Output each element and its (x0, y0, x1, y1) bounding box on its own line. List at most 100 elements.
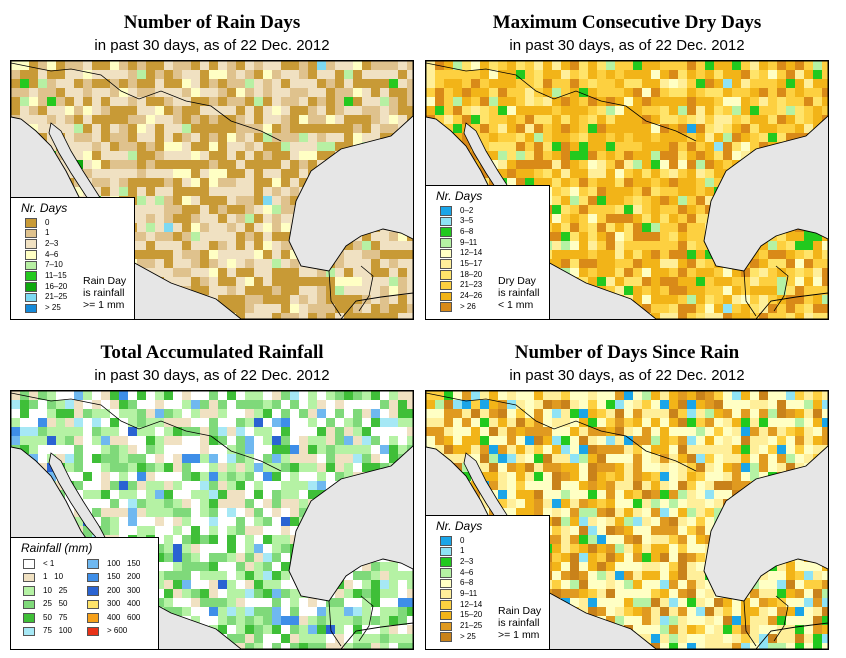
rain-days-map: Nr. Days 0 1 2–3 4–6 7–10 11–15 16–20 21–25 > 25… (10, 60, 414, 320)
legend-item: 9–11 (426, 588, 549, 599)
legend-item: 6–8 (426, 578, 549, 589)
legend-label: 300 400 (107, 599, 141, 608)
legend-swatch (440, 248, 452, 259)
panel-title: Maximum Consecutive Dry Days (492, 12, 762, 33)
legend-label: 21–23 (460, 280, 483, 290)
legend-item: 15–17 (426, 258, 549, 269)
national-border (773, 265, 789, 312)
legend-swatch (23, 626, 35, 636)
legend-swatch (25, 218, 37, 228)
legend-item: 0–2 (426, 205, 549, 216)
legend-swatch (23, 586, 35, 596)
legend-label: 1 (460, 546, 465, 556)
dry-days-map: Nr. Days 0–2 3–5 6–8 9–11 12–14 15–17 18–20 21–… (425, 60, 829, 320)
legend-title: Nr. Days (21, 201, 68, 215)
legend-swatch (440, 238, 452, 248)
legend-item: 12–14 (426, 248, 549, 259)
legend-rows: 0 1 2–3 4–6 6–8 9–11 12–14 15–20 21–25 > 25 (426, 535, 549, 642)
national-border (773, 595, 789, 642)
note-line: Dry Day (498, 275, 536, 287)
legend-swatch (87, 613, 99, 623)
legend-label: 2–3 (460, 556, 474, 566)
legend-item: 2–3 (11, 238, 134, 249)
legend-item: 21–23 (426, 280, 549, 291)
legend-label: > 26 (460, 301, 476, 311)
legend-note: Rain Day is rainfall >= 1 mm (83, 275, 126, 311)
legend-label: > 600 (107, 626, 128, 635)
legend-swatch (25, 303, 37, 313)
legend-title: Nr. Days (436, 189, 483, 203)
legend-label: 50 75 (43, 612, 68, 622)
legend-label: 11–15 (45, 270, 67, 280)
legend-swatch (87, 572, 99, 582)
legend-swatch (440, 610, 452, 621)
legend-label: 100 150 (107, 558, 141, 568)
coastline (11, 61, 413, 319)
note-line: is rainfall (498, 617, 540, 629)
legend-item: 0 (426, 535, 549, 546)
legend-label: 0–2 (460, 205, 474, 215)
legend-item: 12–14 (426, 599, 549, 610)
legend-swatch (440, 546, 452, 557)
legend-label: 0 (45, 217, 50, 227)
legend-swatch (87, 559, 99, 569)
national-border (426, 392, 697, 472)
legend-label: 7–10 (45, 260, 63, 270)
legend-swatch (440, 568, 452, 578)
legend: Nr. Days 0–2 3–5 6–8 9–11 12–14 15–17 18–20 21–… (426, 185, 550, 319)
legend-item: 1 (426, 546, 549, 557)
legend-label: 12–14 (460, 248, 483, 258)
legend-note: Rain Day is rainfall >= 1 mm (498, 605, 541, 641)
coastline (426, 391, 828, 649)
national-border (358, 595, 374, 642)
legend: Nr. Days 0 1 2–3 4–6 7–10 11–15 16–20 21–25 > 25… (11, 197, 135, 319)
legend-label: > 25 (45, 303, 61, 312)
legend-label: 16–20 (45, 281, 68, 291)
national-border (328, 600, 342, 647)
legend-swatch (25, 250, 37, 260)
legend-label: 150 200 (107, 572, 141, 581)
legend-item: 21–25 (11, 292, 134, 303)
legend-swatch (440, 270, 452, 280)
legend-swatch (25, 292, 37, 303)
legend-item: 9–11 (426, 237, 549, 248)
legend-label: 0 (460, 535, 465, 545)
legend-item: 11–15 (11, 270, 134, 281)
national-border (11, 62, 282, 142)
legend-label: 3–5 (460, 216, 474, 226)
legend-item: 15–20 (426, 610, 549, 621)
legend-swatch (440, 578, 452, 589)
coastline (426, 61, 828, 319)
coastline (11, 391, 413, 649)
legend-swatch (87, 586, 99, 596)
national-border (328, 270, 342, 317)
legend-label: 2–3 (45, 238, 59, 248)
panel-subtitle: in past 30 days, as of 22 Dec. 2012 (509, 367, 745, 384)
legend-swatch (440, 557, 452, 567)
legend-label: 75 100 (43, 626, 72, 635)
total-rainfall-map: Rainfall (mm) < 1 1 10 10 25 25 50 50 75 75 1… (10, 390, 414, 650)
national-border (743, 600, 757, 647)
legend-swatch (87, 626, 99, 636)
legend-label: 10 25 (43, 585, 68, 595)
legend-swatch (25, 228, 37, 239)
legend-label: 15–17 (460, 258, 483, 268)
legend-label: 12–14 (460, 599, 483, 609)
legend-item: 0 (11, 217, 134, 228)
panel-title: Number of Days Since Rain (514, 342, 740, 363)
national-border (11, 392, 282, 472)
legend-label: 200 300 (107, 585, 141, 595)
legend-item: > 26 (426, 301, 549, 312)
legend-label: 1 10 (43, 572, 64, 581)
legend-label: 15–20 (460, 610, 483, 620)
legend-item: 4–6 (11, 249, 134, 260)
legend-item: 2–3 (426, 556, 549, 567)
note-line: Rain Day (83, 275, 127, 287)
note-line: Rain Day (498, 605, 542, 617)
legend-swatch (25, 239, 37, 249)
legend-swatch (23, 559, 35, 569)
legend: Rainfall (mm) < 1 1 10 10 25 25 50 50 75 75 1… (11, 537, 159, 649)
note-line: >= 1 mm (83, 299, 125, 311)
legend-item: 3–5 (426, 216, 549, 227)
legend-label: 1 (45, 228, 50, 238)
